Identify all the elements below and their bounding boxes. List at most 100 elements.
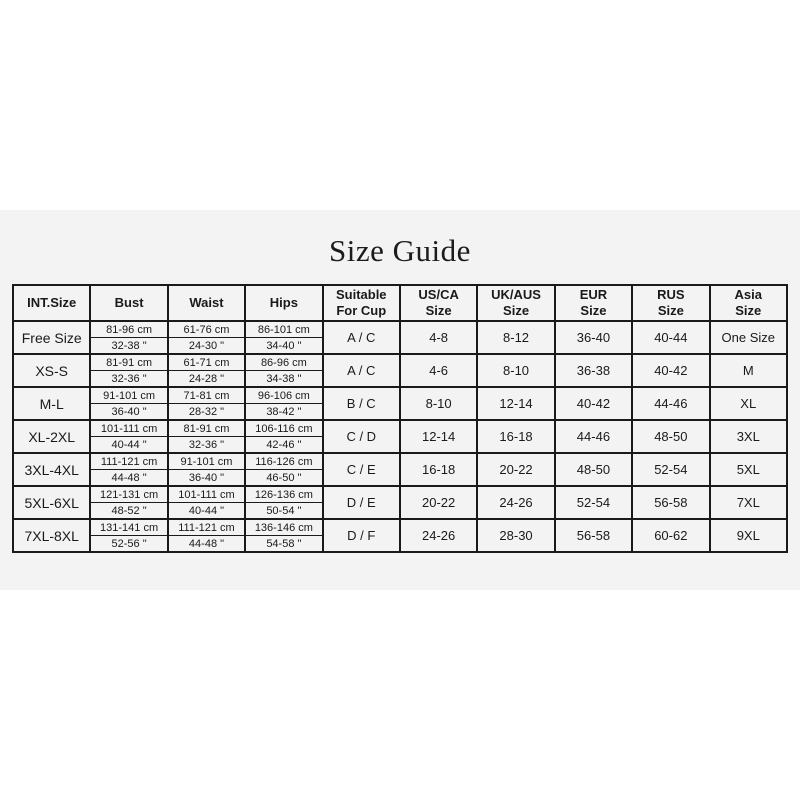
header-hips: Hips — [244, 284, 324, 323]
asia-cell: 5XL — [708, 452, 789, 488]
usca-cell: 24-26 — [398, 518, 479, 554]
header-eur-size: EUR Size — [553, 284, 634, 323]
rus-cell: 44-46 — [631, 386, 711, 422]
rus-cell: 40-44 — [631, 320, 711, 356]
cup-cell: A / C — [321, 353, 401, 389]
int-size-cell: 3XL-4XL — [11, 452, 92, 488]
table-row: 7XL-8XL 131-141 cm 111-121 cm 136-146 cm… — [11, 518, 789, 554]
asia-cell: M — [708, 353, 789, 389]
hips-in-cell: 46-50 " — [244, 469, 324, 488]
usca-cell: 12-14 — [398, 419, 479, 455]
bust-cm-cell: 131-141 cm — [89, 518, 169, 537]
asia-cell: XL — [708, 386, 789, 422]
hips-cm-cell: 106-116 cm — [244, 419, 324, 438]
table-row: XL-2XL 101-111 cm 81-91 cm 106-116 cm C … — [11, 419, 789, 455]
usca-cell: 4-8 — [398, 320, 479, 356]
hips-cm-cell: 136-146 cm — [244, 518, 324, 537]
bust-in-cell: 36-40 " — [89, 403, 169, 422]
rus-cell: 60-62 — [631, 518, 711, 554]
bust-in-cell: 44-48 " — [89, 469, 169, 488]
waist-in-cell: 24-30 " — [166, 337, 247, 356]
hips-in-cell: 34-40 " — [244, 337, 324, 356]
asia-cell: 3XL — [708, 419, 789, 455]
hips-cm-cell: 126-136 cm — [244, 485, 324, 504]
usca-cell: 4-6 — [398, 353, 479, 389]
header-usca-size: US/CA Size — [398, 284, 479, 323]
waist-in-cell: 28-32 " — [166, 403, 247, 422]
ukaus-cell: 24-26 — [476, 485, 556, 521]
hips-cm-cell: 116-126 cm — [244, 452, 324, 471]
rus-cell: 56-58 — [631, 485, 711, 521]
cup-cell: C / D — [321, 419, 401, 455]
table-row: Free Size 81-96 cm 61-76 cm 86-101 cm A … — [11, 320, 789, 356]
cup-cell: A / C — [321, 320, 401, 356]
header-suitable-cup: Suitable For Cup — [321, 284, 401, 323]
header-row: INT.Size Bust Waist Hips Suitable For Cu… — [11, 284, 789, 323]
table-subrow: 32-38 " 24-30 " 34-40 " — [13, 337, 787, 356]
int-size-cell: M-L — [11, 386, 92, 422]
waist-cm-cell: 101-111 cm — [166, 485, 247, 504]
ukaus-cell: 16-18 — [476, 419, 556, 455]
bust-cm-cell: 91-101 cm — [89, 386, 169, 405]
table-row: M-L 91-101 cm 71-81 cm 96-106 cm B / C 8… — [11, 386, 789, 422]
waist-cm-cell: 61-76 cm — [166, 320, 247, 339]
table-row: 5XL-6XL 121-131 cm 101-111 cm 126-136 cm… — [11, 485, 789, 521]
waist-cm-cell: 91-101 cm — [166, 452, 247, 471]
header-int-size: INT.Size — [11, 284, 92, 323]
header-rus-size: RUS Size — [631, 284, 711, 323]
page-title: Size Guide — [329, 233, 471, 268]
waist-cm-cell: 81-91 cm — [166, 419, 247, 438]
asia-cell: One Size — [708, 320, 789, 356]
bust-cm-cell: 121-131 cm — [89, 485, 169, 504]
header-asia-size: Asia Size — [708, 284, 789, 323]
cup-cell: D / F — [321, 518, 401, 554]
ukaus-cell: 8-12 — [476, 320, 556, 356]
waist-in-cell: 24-28 " — [166, 370, 247, 389]
asia-cell: 7XL — [708, 485, 789, 521]
int-size-cell: XL-2XL — [11, 419, 92, 455]
table-subrow: 36-40 " 28-32 " 38-42 " — [13, 403, 787, 422]
hips-in-cell: 50-54 " — [244, 502, 324, 521]
eur-cell: 36-40 — [553, 320, 634, 356]
ukaus-cell: 12-14 — [476, 386, 556, 422]
eur-cell: 48-50 — [553, 452, 634, 488]
waist-cm-cell: 111-121 cm — [166, 518, 247, 537]
header-ukaus-size: UK/AUS Size — [476, 284, 556, 323]
header-bust: Bust — [89, 284, 169, 323]
table-subrow: 48-52 " 40-44 " 50-54 " — [13, 502, 787, 521]
waist-cm-cell: 71-81 cm — [166, 386, 247, 405]
hips-in-cell: 34-38 " — [244, 370, 324, 389]
hips-in-cell: 42-46 " — [244, 436, 324, 455]
eur-cell: 36-38 — [553, 353, 634, 389]
table-subrow: 52-56 " 44-48 " 54-58 " — [13, 535, 787, 554]
eur-cell: 56-58 — [553, 518, 634, 554]
bust-in-cell: 32-38 " — [89, 337, 169, 356]
waist-in-cell: 40-44 " — [166, 502, 247, 521]
waist-in-cell: 44-48 " — [166, 535, 247, 554]
int-size-cell: XS-S — [11, 353, 92, 389]
ukaus-cell: 8-10 — [476, 353, 556, 389]
usca-cell: 20-22 — [398, 485, 479, 521]
rus-cell: 52-54 — [631, 452, 711, 488]
usca-cell: 16-18 — [398, 452, 479, 488]
eur-cell: 44-46 — [553, 419, 634, 455]
size-guide-table: INT.Size Bust Waist Hips Suitable For Cu… — [11, 284, 789, 554]
eur-cell: 52-54 — [553, 485, 634, 521]
int-size-cell: 5XL-6XL — [11, 485, 92, 521]
cup-cell: D / E — [321, 485, 401, 521]
rus-cell: 40-42 — [631, 353, 711, 389]
asia-cell: 9XL — [708, 518, 789, 554]
bust-cm-cell: 81-96 cm — [89, 320, 169, 339]
bust-cm-cell: 81-91 cm — [89, 353, 169, 372]
waist-in-cell: 36-40 " — [166, 469, 247, 488]
ukaus-cell: 28-30 — [476, 518, 556, 554]
bust-in-cell: 40-44 " — [89, 436, 169, 455]
size-guide-panel: Size Guide INT.Size Bust Waist Hips Suit… — [0, 210, 800, 590]
ukaus-cell: 20-22 — [476, 452, 556, 488]
cup-cell: B / C — [321, 386, 401, 422]
eur-cell: 40-42 — [553, 386, 634, 422]
rus-cell: 48-50 — [631, 419, 711, 455]
int-size-cell: 7XL-8XL — [11, 518, 92, 554]
bust-cm-cell: 111-121 cm — [89, 452, 169, 471]
table-row: XS-S 81-91 cm 61-71 cm 86-96 cm A / C 4-… — [11, 353, 789, 389]
